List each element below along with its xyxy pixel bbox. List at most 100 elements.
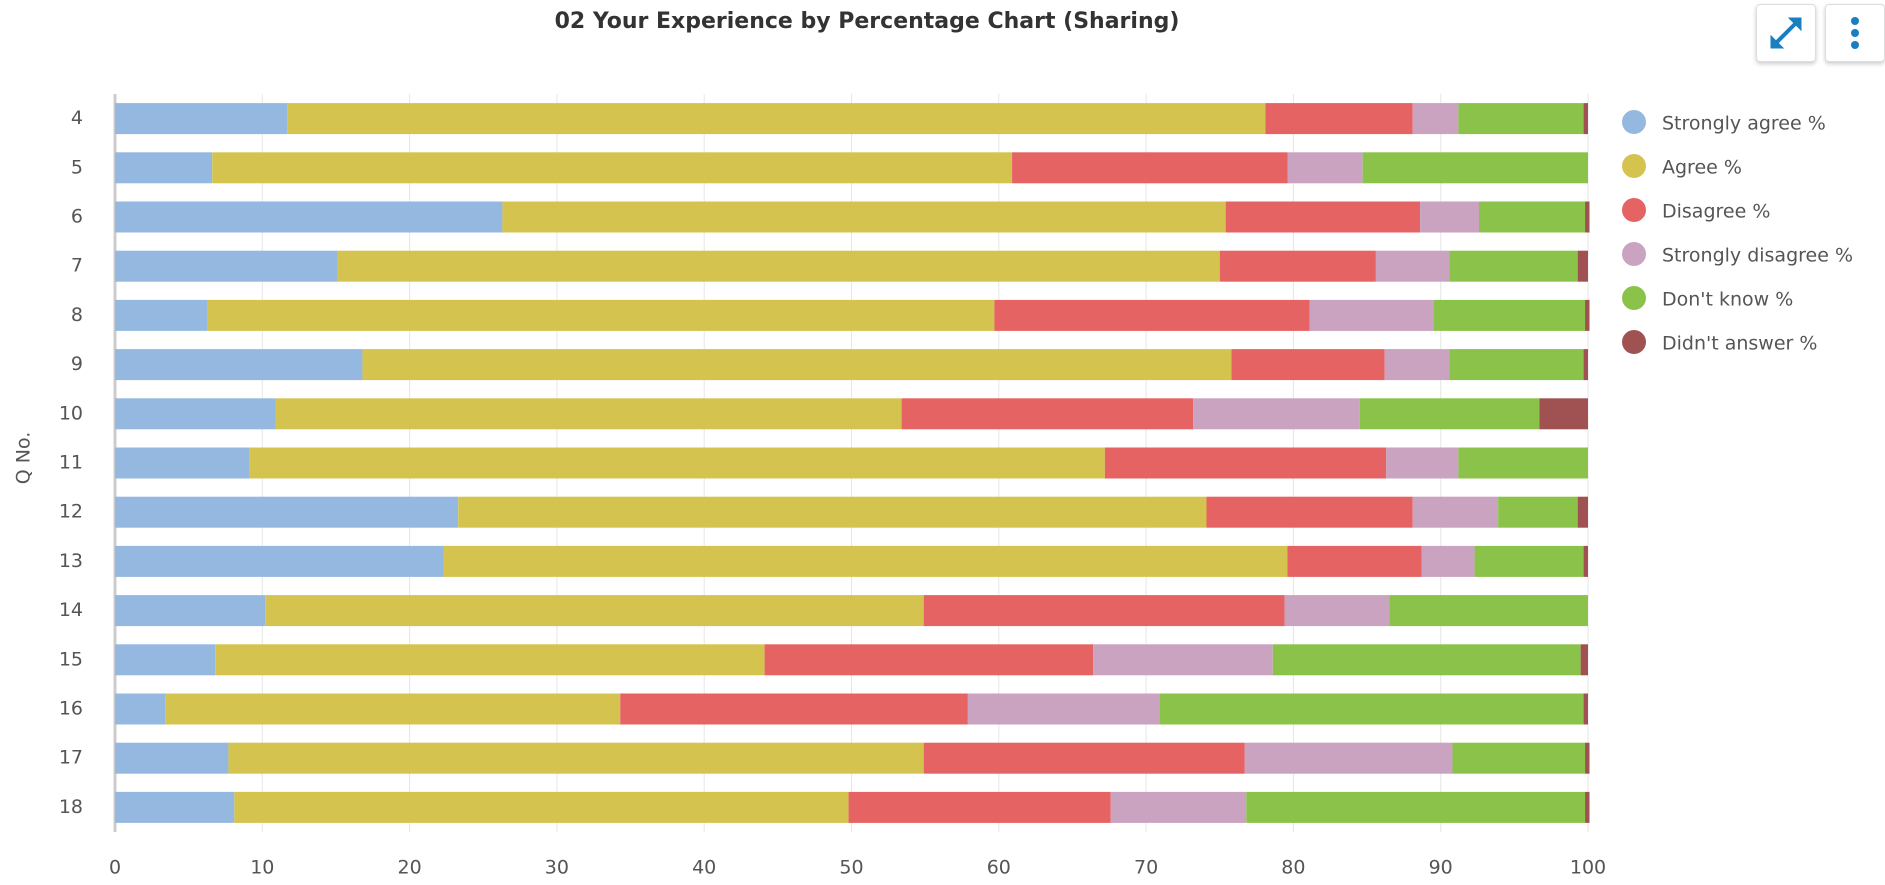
bar-segment bbox=[502, 201, 1226, 233]
bar-segment bbox=[212, 152, 1013, 184]
bar-segment bbox=[1449, 250, 1578, 282]
y-tick-label: 12 bbox=[59, 501, 83, 523]
bar-segment bbox=[901, 398, 1194, 430]
legend-label: Strongly agree % bbox=[1662, 113, 1826, 135]
bar-segment bbox=[764, 644, 1094, 676]
y-tick-label: 9 bbox=[71, 353, 83, 375]
bar-segment bbox=[967, 693, 1160, 725]
bar-segment bbox=[1272, 644, 1581, 676]
bar-segment bbox=[1585, 742, 1590, 774]
expand-button[interactable] bbox=[1756, 4, 1816, 62]
bar-segment bbox=[115, 447, 250, 479]
bar-segment bbox=[1206, 496, 1413, 528]
menu-icon bbox=[1851, 17, 1859, 49]
bar-segment bbox=[1225, 201, 1421, 233]
bar-segment bbox=[1193, 398, 1360, 430]
bar-segment bbox=[923, 742, 1245, 774]
bar-segment bbox=[115, 299, 208, 331]
bar-segment bbox=[287, 103, 1266, 135]
bar-segment bbox=[234, 791, 849, 823]
bar-segment bbox=[1265, 103, 1413, 135]
bar-segment bbox=[115, 250, 338, 282]
legend-swatch bbox=[1622, 154, 1646, 178]
legend-swatch bbox=[1622, 198, 1646, 222]
menu-button[interactable] bbox=[1825, 4, 1885, 62]
legend-label: Disagree % bbox=[1662, 201, 1770, 223]
bar-segment bbox=[115, 349, 363, 381]
bar-segment bbox=[275, 398, 902, 430]
bar-segment bbox=[1246, 791, 1586, 823]
bar-segment bbox=[1375, 250, 1450, 282]
bar-segment bbox=[207, 299, 995, 331]
legend-label: Don't know % bbox=[1662, 289, 1793, 311]
y-tick-label: 18 bbox=[59, 796, 83, 818]
bar-segment bbox=[1577, 250, 1588, 282]
expand-icon bbox=[1770, 17, 1802, 49]
bar-segment bbox=[1386, 447, 1459, 479]
bar-segment bbox=[1583, 349, 1588, 381]
bar-segment bbox=[115, 545, 444, 577]
x-tick-label: 90 bbox=[1429, 857, 1453, 879]
bar-segment bbox=[1458, 103, 1584, 135]
bar-segment bbox=[443, 545, 1288, 577]
bar-segment bbox=[1244, 742, 1453, 774]
bar-segment bbox=[165, 693, 621, 725]
bar-segment bbox=[1420, 201, 1479, 233]
bar-segment bbox=[1284, 595, 1390, 627]
legend-swatch bbox=[1622, 242, 1646, 266]
x-tick-label: 20 bbox=[398, 857, 422, 879]
bar-segment bbox=[115, 496, 459, 528]
bar-segment bbox=[1389, 595, 1588, 627]
x-tick-label: 30 bbox=[545, 857, 569, 879]
legend-swatch bbox=[1622, 330, 1646, 354]
bar-segment bbox=[1433, 299, 1586, 331]
x-tick-label: 100 bbox=[1570, 857, 1606, 879]
bar-segment bbox=[1359, 398, 1540, 430]
bar-segment bbox=[215, 644, 765, 676]
bar-segment bbox=[265, 595, 924, 627]
bar-segment bbox=[1012, 152, 1288, 184]
bar-segment bbox=[1287, 152, 1363, 184]
y-tick-label: 16 bbox=[59, 698, 83, 720]
bar-segment bbox=[115, 791, 235, 823]
y-tick-label: 5 bbox=[71, 156, 83, 178]
chart-title: 02 Your Experience by Percentage Chart (… bbox=[555, 9, 1180, 34]
bar-segment bbox=[362, 349, 1232, 381]
y-axis-label: Q No. bbox=[13, 432, 35, 485]
bar-segment bbox=[1585, 299, 1590, 331]
bar-segment bbox=[1384, 349, 1450, 381]
bar-segment bbox=[115, 152, 213, 184]
bar-segment bbox=[1104, 447, 1387, 479]
legend-swatch bbox=[1622, 110, 1646, 134]
bar-segment bbox=[1583, 103, 1588, 135]
x-tick-label: 50 bbox=[839, 857, 863, 879]
bar-segment bbox=[1159, 693, 1584, 725]
bar-segment bbox=[1583, 693, 1588, 725]
legend-label: Strongly disagree % bbox=[1662, 245, 1853, 267]
x-tick-label: 40 bbox=[692, 857, 716, 879]
y-tick-label: 4 bbox=[71, 107, 83, 129]
bar-segment bbox=[458, 496, 1207, 528]
bar-segment bbox=[1585, 201, 1590, 233]
bar-segment bbox=[1412, 496, 1499, 528]
legend-swatch bbox=[1622, 286, 1646, 310]
x-tick-label: 70 bbox=[1134, 857, 1158, 879]
bar-segment bbox=[848, 791, 1111, 823]
bar-segment bbox=[620, 693, 968, 725]
y-tick-label: 15 bbox=[59, 648, 83, 670]
bar-segment bbox=[115, 201, 503, 233]
bar-segment bbox=[1110, 791, 1247, 823]
bar-segment bbox=[1412, 103, 1459, 135]
bar-segment bbox=[228, 742, 924, 774]
x-tick-label: 0 bbox=[109, 857, 121, 879]
bar-segment bbox=[1577, 496, 1588, 528]
x-tick-label: 80 bbox=[1281, 857, 1305, 879]
bar-segment bbox=[1583, 545, 1588, 577]
bar-segment bbox=[1585, 791, 1590, 823]
bar-segment bbox=[1219, 250, 1376, 282]
bar-segment bbox=[115, 398, 276, 430]
bar-segment bbox=[1478, 201, 1586, 233]
y-tick-label: 14 bbox=[59, 599, 83, 621]
bar-segment bbox=[1287, 545, 1422, 577]
